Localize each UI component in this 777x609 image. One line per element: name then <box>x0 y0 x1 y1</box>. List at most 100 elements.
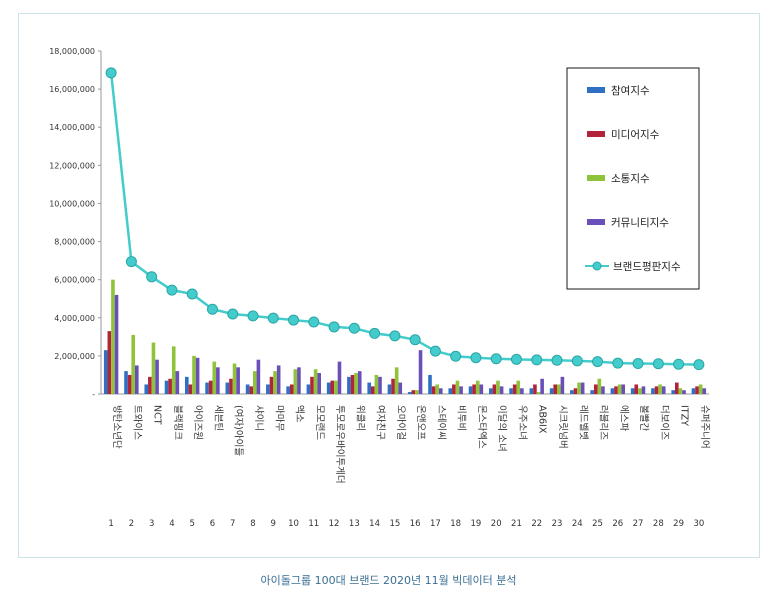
bar-0-2 <box>144 384 149 394</box>
brand-index-point-0 <box>105 67 117 79</box>
x-index-label: 27 <box>633 519 644 529</box>
x-index-label: 5 <box>189 519 194 529</box>
x-category-label: 볼빨간 <box>638 405 649 431</box>
bar-2-8 <box>273 371 277 394</box>
bar-3-23 <box>580 382 585 394</box>
bar-0-7 <box>245 384 250 394</box>
chart-frame: 18,000,000 16,000,000 14,000,000 12,000,000… <box>18 13 760 558</box>
bar-1-11 <box>330 380 335 394</box>
x-index-label: 2 <box>129 519 134 529</box>
bar-3-4 <box>195 357 200 394</box>
bar-2-4 <box>192 355 196 394</box>
bar-3-14 <box>398 382 403 394</box>
bar-0-13 <box>367 382 371 394</box>
bar-3-20 <box>520 388 524 394</box>
x-index-label: 21 <box>511 519 522 529</box>
bar-2-6 <box>232 363 237 394</box>
bar-3-24 <box>601 386 605 394</box>
bar-1-19 <box>492 384 497 394</box>
y-tick-label: 18,000,000 <box>49 47 95 56</box>
y-tick-label: 14,000,000 <box>49 123 95 132</box>
x-category-label: 오마이걸 <box>395 405 407 440</box>
x-category-label: 온앤오프 <box>415 405 426 440</box>
bar-0-25 <box>610 388 615 394</box>
bar-0-16 <box>428 374 432 394</box>
x-category-label: 레드벨벳 <box>577 405 588 440</box>
brand-reputation-chart: 18,000,00016,000,00014,000,00012,000,000… <box>49 47 710 529</box>
legend-label-media: 미디어지수 <box>611 129 660 141</box>
bar-1-10 <box>310 376 314 394</box>
bar-2-11 <box>334 380 338 394</box>
x-index-label: 23 <box>552 519 563 529</box>
bar-1-15 <box>411 390 416 394</box>
brand-index-point-14 <box>389 330 401 342</box>
bar-1-3 <box>168 378 172 394</box>
y-tick-label: 10,000,000 <box>49 199 95 208</box>
brand-index-point-22 <box>551 354 563 366</box>
x-category-label: (여자)아이들 <box>233 405 245 456</box>
legend-swatch-communication <box>587 175 605 181</box>
bar-2-3 <box>171 346 176 394</box>
bar-0-27 <box>651 388 655 394</box>
x-category-label: 시크릿넘버 <box>557 405 569 449</box>
bar-0-22 <box>549 388 554 394</box>
x-index-label: 3 <box>149 519 154 529</box>
x-category-label: 이달의 소녀 <box>496 405 508 452</box>
bar-2-19 <box>496 380 500 394</box>
brand-index-point-26 <box>632 358 644 370</box>
legend-swatch-brand-marker <box>592 261 602 271</box>
brand-index-point-21 <box>531 354 543 366</box>
y-tick-label: 4,000,000 <box>54 314 95 323</box>
x-index-label: 7 <box>230 519 235 529</box>
brand-index-point-28 <box>673 358 685 370</box>
bar-0-29 <box>691 388 696 394</box>
bar-1-6 <box>229 378 233 394</box>
bar-0-18 <box>468 386 473 394</box>
brand-index-point-1 <box>125 256 137 268</box>
bar-2-21 <box>536 392 541 394</box>
brand-index-point-10 <box>308 316 320 328</box>
x-index-label: 18 <box>450 519 461 529</box>
bar-1-25 <box>614 386 618 394</box>
bar-0-28 <box>671 390 675 394</box>
bar-3-29 <box>702 388 707 394</box>
bar-1-27 <box>654 386 659 394</box>
x-category-label: 슈퍼주니어 <box>699 405 710 449</box>
bar-3-1 <box>135 365 139 394</box>
bar-3-26 <box>641 386 646 394</box>
brand-index-point-29 <box>693 359 705 371</box>
bar-0-4 <box>185 376 189 394</box>
x-index-label: 10 <box>288 519 299 529</box>
bar-3-5 <box>216 367 220 394</box>
x-index-label: 1 <box>108 519 113 529</box>
bar-0-12 <box>347 376 351 394</box>
brand-index-point-23 <box>571 355 583 367</box>
brand-index-point-11 <box>328 321 340 333</box>
brand-index-point-4 <box>186 288 198 300</box>
x-index-label: 28 <box>653 519 664 529</box>
x-index-label: 6 <box>210 519 215 529</box>
bar-1-4 <box>188 384 193 394</box>
x-axis-labels: 방탄소년단 1 트와이스 2 NCT 3 블랙핑크 4 아이즈원 5 세븐틴 6 (여자)아이들 7 샤이니… <box>108 405 709 529</box>
x-index-label: 16 <box>410 519 421 529</box>
bar-2-12 <box>354 373 358 394</box>
bar-2-18 <box>475 380 480 394</box>
bar-1-1 <box>127 374 132 394</box>
legend-label-communication: 소통지수 <box>611 173 650 185</box>
x-category-label: 세븐틴 <box>212 405 223 431</box>
bar-0-26 <box>630 388 635 394</box>
x-index-label: 14 <box>369 519 380 529</box>
bar-2-14 <box>394 367 399 394</box>
bar-0-8 <box>266 384 270 394</box>
legend-label-participation: 참여지수 <box>611 85 650 97</box>
brand-index-point-7 <box>247 310 259 322</box>
brand-index-point-25 <box>612 357 624 369</box>
brand-index-point-3 <box>166 284 178 296</box>
x-category-label: 여자친구 <box>375 405 387 440</box>
bar-0-1 <box>124 371 128 394</box>
x-category-label: 우주소녀 <box>516 405 527 440</box>
bar-0-6 <box>225 382 230 394</box>
bar-1-26 <box>634 384 639 394</box>
bar-0-21 <box>529 388 534 394</box>
legend-swatch-community <box>587 219 605 225</box>
